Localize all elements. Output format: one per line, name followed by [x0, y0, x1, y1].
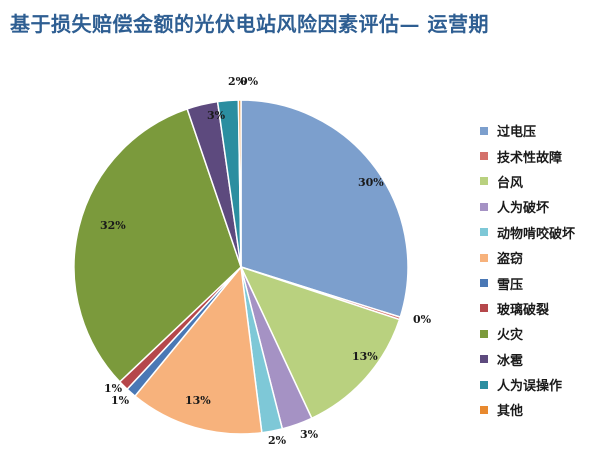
data-label-7: 1% — [104, 382, 123, 395]
legend-swatch — [480, 126, 488, 135]
legend-item: 技术性故障 — [480, 143, 575, 168]
legend-item: 玻璃破裂 — [480, 296, 575, 321]
legend-swatch — [480, 202, 488, 211]
legend-swatch — [480, 253, 488, 262]
pie-slice-2 — [239, 265, 401, 420]
pie-slice-0 — [240, 99, 409, 319]
legend-swatch — [480, 355, 488, 364]
chart-title: 基于损失赔偿金额的光伏电站风险因素评估— 运营期 — [10, 12, 489, 36]
legend-item: 人为误操作 — [480, 372, 575, 397]
legend-label: 玻璃破裂 — [497, 302, 550, 318]
pie-slice-8 — [73, 107, 242, 383]
legend: 过电压技术性故障台风人为破坏动物啃咬破坏 盗窃雪压玻璃破裂火灾冰雹人为误操作其他 — [480, 118, 575, 423]
legend-label: 盗窃 — [497, 252, 524, 268]
legend-swatch — [480, 279, 488, 288]
legend-item: 动物啃咬破坏 — [480, 220, 575, 245]
legend-swatch — [480, 152, 488, 161]
data-label-5: 13% — [185, 394, 211, 407]
legend-label: 雪压 — [497, 277, 524, 293]
legend-item: 台风 — [480, 169, 575, 194]
legend-label: 火灾 — [497, 328, 524, 344]
legend-item: 雪压 — [480, 270, 575, 295]
legend-label: 技术性故障 — [497, 150, 563, 166]
legend-label: 过电压 — [497, 125, 537, 141]
legend-label: 动物啃咬破坏 — [497, 226, 576, 242]
data-label-1: 0% — [413, 313, 432, 326]
legend-swatch — [480, 380, 488, 389]
pie-slice-5 — [133, 265, 263, 435]
legend-item: 人为破坏 — [480, 194, 575, 219]
data-label-10: 2% — [228, 75, 247, 88]
legend-label: 台风 — [497, 175, 524, 191]
data-label-0: 30% — [358, 176, 384, 189]
data-label-11: 0% — [240, 75, 259, 88]
legend-item: 盗窃 — [480, 245, 575, 270]
legend-item: 冰雹 — [480, 347, 575, 372]
data-label-2: 13% — [352, 350, 378, 363]
legend-label: 冰雹 — [497, 353, 524, 369]
legend-swatch — [480, 304, 488, 313]
legend-swatch — [480, 177, 488, 186]
legend-swatch — [480, 329, 488, 338]
legend-swatch — [480, 405, 488, 414]
data-label-8: 32% — [100, 219, 126, 232]
data-label-3: 3% — [300, 428, 319, 441]
data-label-9: 3% — [207, 109, 226, 122]
legend-swatch — [480, 228, 488, 237]
legend-label: 人为破坏 — [497, 201, 550, 217]
pie-slice-11 — [237, 99, 242, 268]
data-label-6: 1% — [111, 394, 130, 407]
legend-item: 过电压 — [480, 118, 575, 143]
data-label-4: 2% — [268, 434, 287, 447]
legend-label: 人为误操作 — [497, 379, 563, 395]
legend-item: 火灾 — [480, 321, 575, 346]
legend-label: 其他 — [497, 404, 524, 420]
legend-item: 其他 — [480, 397, 575, 422]
